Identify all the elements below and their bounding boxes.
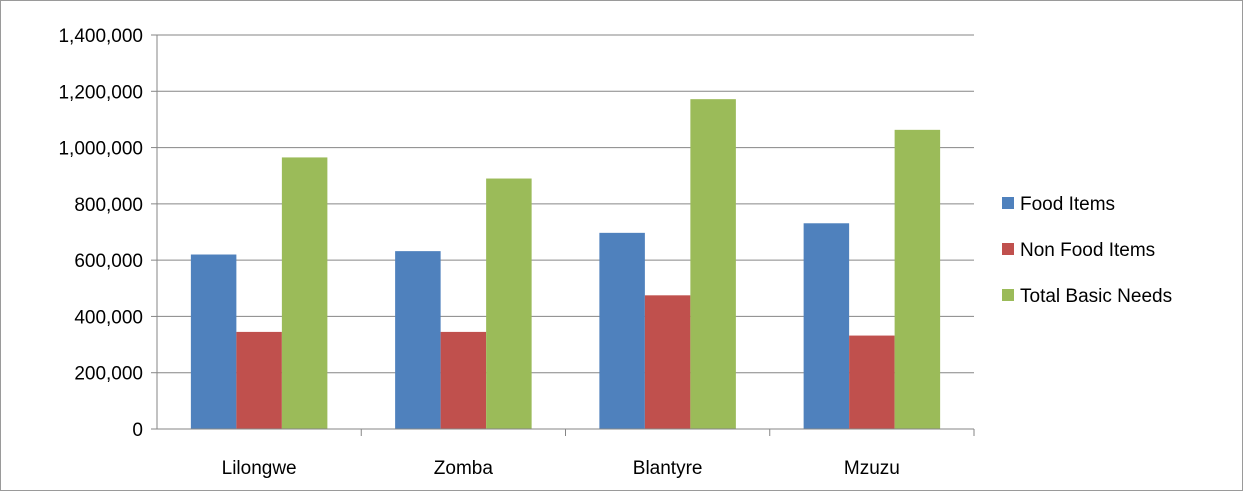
y-tick-label: 400,000	[74, 307, 143, 328]
bar	[395, 251, 441, 429]
legend-label: Non Food Items	[1020, 240, 1155, 261]
bar	[486, 178, 532, 429]
x-tick-label: Blantyre	[633, 458, 703, 479]
y-tick-label: 800,000	[74, 195, 143, 216]
y-tick-label: 1,200,000	[58, 82, 143, 103]
y-tick-label: 600,000	[74, 251, 143, 272]
y-tick-label: 1,400,000	[58, 26, 143, 47]
gridlines	[157, 34, 974, 374]
bar	[690, 99, 736, 429]
bar	[190, 254, 237, 429]
bar	[644, 295, 691, 429]
y-tick-labels: 0 200,000 400,000 600,000 800,000 1,000,000 1,…	[58, 26, 143, 441]
legend-label: Food Items	[1020, 194, 1115, 215]
bar	[894, 129, 941, 429]
x-tick-labels: Lilongwe Zomba Blantyre Mzuzu	[222, 458, 900, 479]
y-tick-label: 0	[132, 420, 143, 441]
x-tick-label: Zomba	[434, 458, 494, 479]
y-tick-label: 1,000,000	[58, 139, 143, 160]
axes	[151, 34, 975, 436]
legend-swatch	[1002, 197, 1014, 209]
bar	[849, 335, 895, 429]
bars	[190, 99, 941, 429]
legend-swatch	[1002, 243, 1014, 255]
legend: Food Items Non Food Items Total Basic Need…	[1002, 194, 1172, 307]
legend-label: Total Basic Needs	[1020, 286, 1172, 307]
bar	[236, 331, 282, 429]
x-tick-label: Mzuzu	[844, 458, 900, 479]
bar	[803, 223, 850, 429]
bar	[281, 157, 328, 429]
bar	[440, 331, 487, 429]
legend-swatch	[1002, 289, 1014, 301]
y-tick-label: 200,000	[74, 364, 143, 385]
x-tick-label: Lilongwe	[222, 458, 297, 479]
bar	[599, 232, 645, 429]
